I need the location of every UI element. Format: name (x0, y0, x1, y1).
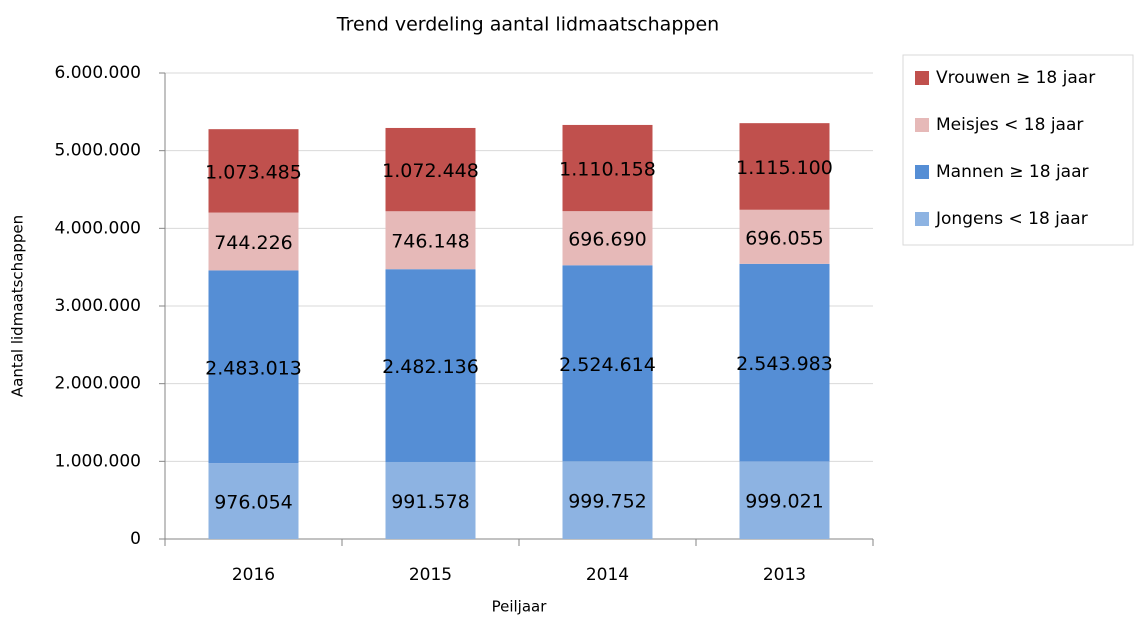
data-label: 2.543.983 (736, 353, 833, 375)
legend-label: Mannen ≥ 18 jaar (936, 162, 1089, 182)
bar-segment (208, 212, 299, 271)
bar-segment (562, 124, 653, 212)
data-label: 999.752 (568, 491, 647, 513)
legend-swatch (915, 165, 929, 179)
legend-label: Jongens < 18 jaar (935, 209, 1088, 229)
data-label: 976.054 (214, 492, 293, 514)
bar-segment (739, 461, 830, 539)
bar-segment (739, 209, 830, 264)
data-label: 999.021 (745, 491, 824, 513)
data-label: 2.483.013 (205, 357, 302, 379)
y-tick-label: 2.000.000 (54, 374, 141, 394)
legend-swatch (915, 71, 929, 85)
x-tick-label: 2016 (232, 565, 275, 585)
legend-label: Meisjes < 18 jaar (936, 115, 1083, 135)
data-label: 746.148 (391, 231, 470, 253)
bar-segment (739, 263, 830, 462)
data-label: 1.073.485 (205, 161, 302, 183)
bar-segment (562, 461, 653, 539)
legend-swatch (915, 118, 929, 132)
bar-segment (385, 211, 476, 270)
bar-segment (385, 269, 476, 462)
data-label: 696.690 (568, 229, 647, 251)
legend-label: Vrouwen ≥ 18 jaar (936, 68, 1095, 88)
bar-segment (208, 270, 299, 464)
data-label: 696.055 (745, 227, 824, 249)
bar-segment (385, 461, 476, 539)
data-label: 1.115.100 (736, 157, 833, 179)
y-tick-label: 6.000.000 (54, 63, 141, 83)
bar-segment (739, 123, 830, 210)
bar-segment (562, 211, 653, 266)
y-tick-label: 5.000.000 (54, 141, 141, 161)
bar-segment (208, 463, 299, 539)
data-label: 744.226 (214, 232, 293, 254)
data-label: 1.110.158 (559, 159, 656, 181)
x-tick-label: 2013 (763, 565, 806, 585)
x-tick-label: 2014 (586, 565, 629, 585)
y-tick-label: 0 (130, 529, 141, 549)
x-axis-title: Peiljaar (492, 598, 548, 616)
y-tick-label: 4.000.000 (54, 218, 141, 238)
data-label: 1.072.448 (382, 160, 479, 182)
y-tick-label: 3.000.000 (54, 296, 141, 316)
y-tick-label: 1.000.000 (54, 451, 141, 471)
data-label: 2.482.136 (382, 356, 479, 378)
data-label: 991.578 (391, 491, 470, 513)
chart-title: Trend verdeling aantal lidmaatschappen (336, 14, 719, 36)
bar-segment (562, 265, 653, 462)
data-label: 2.524.614 (559, 354, 656, 376)
legend-box (902, 54, 1134, 246)
bar-segment (385, 127, 476, 212)
legend-swatch (915, 212, 929, 226)
y-axis-title: Aantal lidmaatschappen (9, 215, 27, 397)
x-tick-label: 2015 (409, 565, 452, 585)
bar-segment (208, 129, 299, 213)
